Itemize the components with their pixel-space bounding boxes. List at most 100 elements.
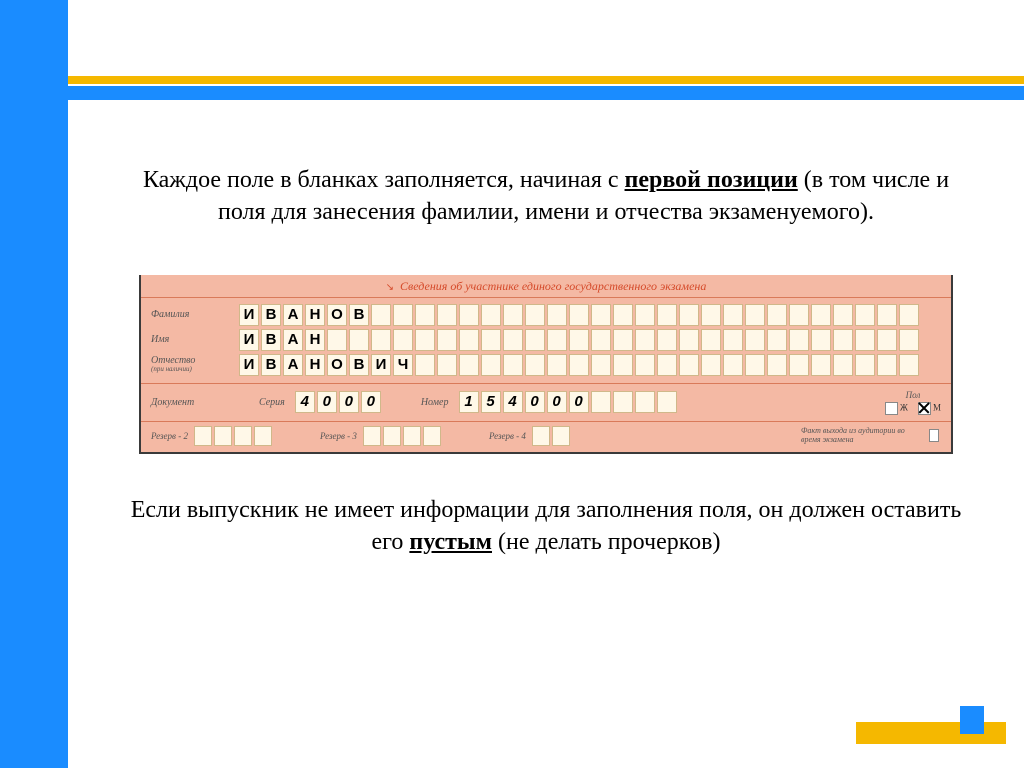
char-cell: 0 [547,391,567,413]
document-row: Документ Серия 4000 Номер 154000 Пол Ж М [141,384,951,422]
char-cell [547,329,567,351]
char-cell: 0 [317,391,337,413]
char-cell [525,304,545,326]
char-cell [635,391,655,413]
exam-form: ↘Сведения об участнике единого государст… [139,275,953,454]
para1-underline: первой позиции [625,167,798,193]
char-cell [679,329,699,351]
char-cell: А [283,304,303,326]
char-cell [701,304,721,326]
char-cell [613,304,633,326]
char-cell [371,304,391,326]
doc-label: Документ [151,397,239,408]
char-cell [723,354,743,376]
content-area: Каждое поле в бланках заполняется, начин… [68,100,1024,768]
char-cell [591,304,611,326]
char-cell [833,354,853,376]
char-cell: 0 [339,391,359,413]
char-cell [415,304,435,326]
char-cell [569,329,589,351]
char-cell [613,391,633,413]
gender-m: М [918,402,941,415]
char-cell [833,304,853,326]
char-cell [789,304,809,326]
char-cell [877,304,897,326]
gender-title: Пол [906,390,921,400]
char-cell [811,304,831,326]
reserve-4-label: Резерв - 4 [489,431,526,441]
para2-text2: (не делать прочерков) [492,529,721,555]
char-cell [657,329,677,351]
char-cell: И [239,329,259,351]
char-cell [789,329,809,351]
char-cell: В [261,304,281,326]
char-cell [657,354,677,376]
char-cell [855,304,875,326]
char-cell [194,426,212,446]
char-cell [503,329,523,351]
top-stripe [68,76,1024,84]
char-cell [437,304,457,326]
name-cells: ИВАН [239,329,919,351]
char-cell: Н [305,329,325,351]
char-cell [877,354,897,376]
char-cell [214,426,232,446]
char-cell [234,426,252,446]
char-cell [459,304,479,326]
para2-underline: пустым [409,529,492,555]
char-cell [701,354,721,376]
char-cell [767,354,787,376]
name-row: Имя ИВАН [151,329,941,351]
reserve-3-cells [363,426,441,446]
char-cell: В [261,329,281,351]
surname-row: Фамилия ИВАНОВ [151,304,941,326]
reserve-4: Резерв - 4 [489,426,570,446]
char-cell [591,391,611,413]
char-cell: И [239,354,259,376]
checkbox-m [918,402,931,415]
paragraph-1: Каждое поле в бланках заполняется, начин… [118,164,974,229]
char-cell [403,426,421,446]
char-cell [745,354,765,376]
char-cell [657,304,677,326]
char-cell [657,391,677,413]
char-cell [547,304,567,326]
name-label: Имя [151,335,239,345]
char-cell [525,354,545,376]
char-cell [899,329,919,351]
char-cell [383,426,401,446]
char-cell [393,304,413,326]
char-cell [569,354,589,376]
char-cell [481,354,501,376]
arrow-icon: ↘ [386,282,394,293]
char-cell: 0 [361,391,381,413]
char-cell [745,304,765,326]
char-cell [679,304,699,326]
char-cell [423,426,441,446]
char-cell [591,329,611,351]
char-cell [481,329,501,351]
char-cell [679,354,699,376]
reserve-2: Резерв - 2 [151,426,272,446]
left-blue-bar [0,0,68,768]
char-cell [415,354,435,376]
paragraph-2: Если выпускник не имеет информации для з… [118,494,974,559]
char-cell: 1 [459,391,479,413]
char-cell [767,304,787,326]
char-cell [393,329,413,351]
fact-checkbox [929,429,939,442]
char-cell [552,426,570,446]
char-cell: Ч [393,354,413,376]
char-cell [745,329,765,351]
char-cell: В [349,304,369,326]
patronymic-cells: ИВАНОВИЧ [239,354,919,376]
surname-label: Фамилия [151,310,239,320]
para1-text1: Каждое поле в бланках заполняется, начин… [143,167,625,193]
char-cell: Н [305,354,325,376]
char-cell [811,354,831,376]
char-cell [503,354,523,376]
char-cell [459,329,479,351]
char-cell [532,426,550,446]
char-cell [723,304,743,326]
char-cell [855,329,875,351]
